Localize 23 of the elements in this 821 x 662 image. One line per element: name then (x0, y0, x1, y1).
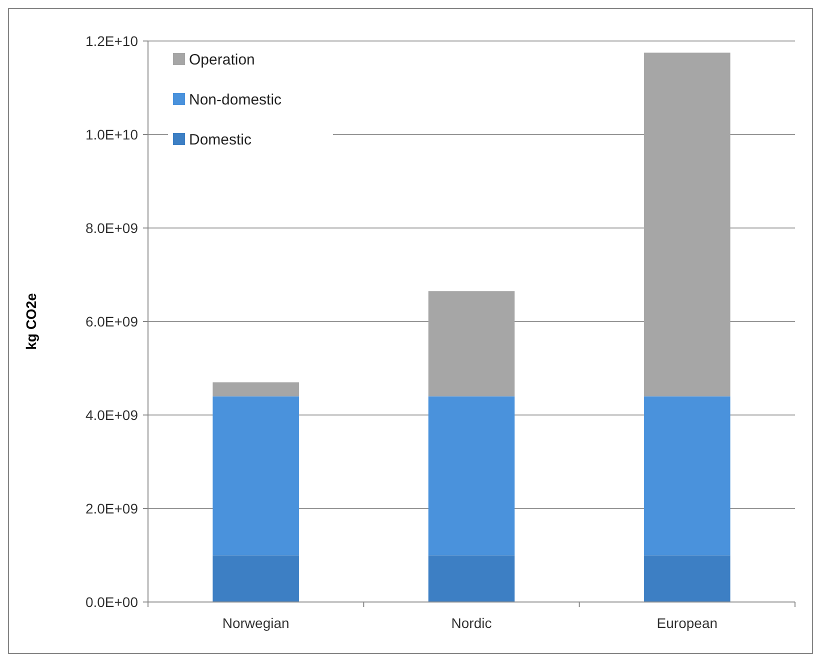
x-tick-label: Nordic (451, 615, 492, 631)
y-tick-label: 2.0E+09 (85, 500, 138, 516)
x-tick-label: European (656, 615, 718, 631)
y-tick-label: 1.0E+10 (85, 126, 138, 142)
y-tick-label: 4.0E+09 (85, 406, 138, 423)
y-tick-label: 8.0E+09 (85, 220, 138, 236)
legend-label: Operation (189, 51, 255, 68)
bar (644, 52, 730, 396)
bar (212, 396, 299, 556)
y-axis-title: kg CO2e (23, 292, 39, 350)
x-tick-label: Norwegian (222, 615, 290, 631)
bar (212, 555, 299, 602)
legend-label: Non-domestic (189, 91, 282, 108)
legend-label: Domestic (189, 131, 252, 148)
bar (428, 291, 515, 396)
bar (644, 396, 730, 556)
bar (212, 382, 299, 396)
y-tick-label: 6.0E+09 (85, 313, 138, 330)
y-tick-label: 1.2E+10 (85, 32, 138, 49)
bar (428, 396, 515, 556)
bar (644, 555, 730, 602)
y-tick-label: 0.0E+00 (85, 594, 138, 610)
bar (428, 555, 515, 602)
